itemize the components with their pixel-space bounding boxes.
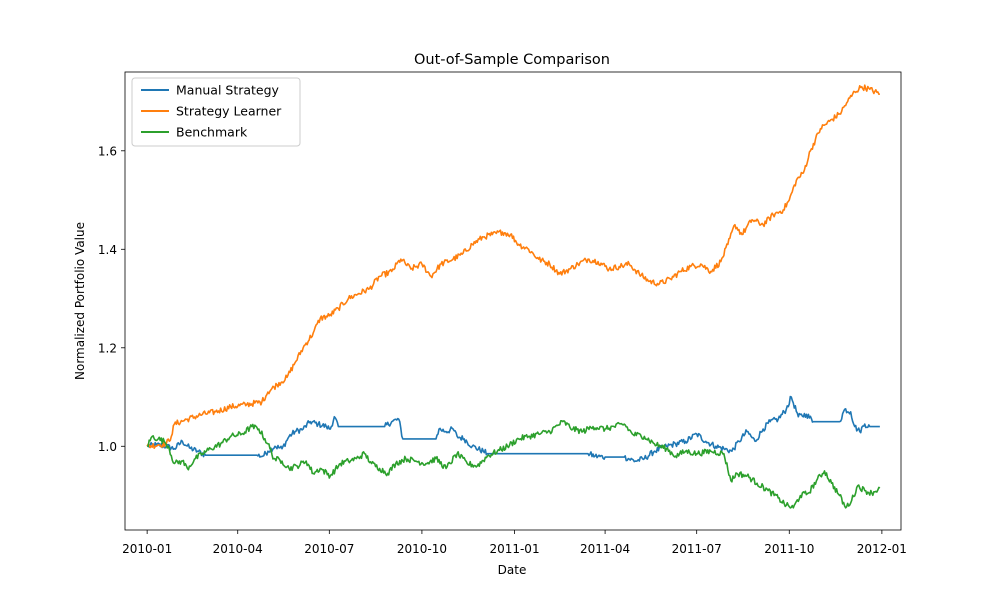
y-tick-label: 1.0 (98, 440, 117, 454)
x-tick-label: 2011-04 (580, 542, 630, 556)
x-axis-label: Date (498, 563, 527, 577)
series-line-manual-strategy (146, 395, 880, 463)
chart-title: Out-of-Sample Comparison (414, 52, 610, 68)
legend-label-benchmark: Benchmark (176, 125, 248, 140)
x-tick-label: 2010-04 (213, 542, 263, 556)
y-tick-label: 1.2 (98, 341, 117, 355)
legend-box (131, 77, 301, 147)
series-line-benchmark (147, 419, 881, 509)
x-tick-label: 2012-01 (857, 542, 907, 556)
x-tick-label: 2011-07 (672, 542, 722, 556)
x-tick-label: 2010-01 (122, 542, 172, 556)
y-tick-label: 1.4 (98, 243, 117, 257)
series-line-strategy-learner (146, 84, 880, 449)
x-axis: 2010-01 2010-04 2010-07 2010-10 2011-01 2011-… (122, 530, 907, 556)
legend-label-strategy-learner: Strategy Learner (176, 104, 282, 119)
plot-area (124, 71, 902, 531)
x-tick-label: 2011-10 (764, 542, 814, 556)
x-tick-label: 2011-01 (489, 542, 539, 556)
y-axis-label: Normalized Portfolio Value (73, 222, 87, 380)
x-tick-label: 2010-07 (304, 542, 354, 556)
y-tick-label: 1.6 (98, 144, 117, 158)
legend-label-manual-strategy: Manual Strategy (176, 83, 280, 98)
x-tick-label: 2010-10 (397, 542, 447, 556)
legend: Manual Strategy Strategy Learner Benchma… (131, 77, 301, 147)
series-layer (146, 84, 881, 509)
y-axis: 1.0 1.2 1.4 1.6 (98, 144, 125, 454)
plot-frame (124, 71, 902, 531)
